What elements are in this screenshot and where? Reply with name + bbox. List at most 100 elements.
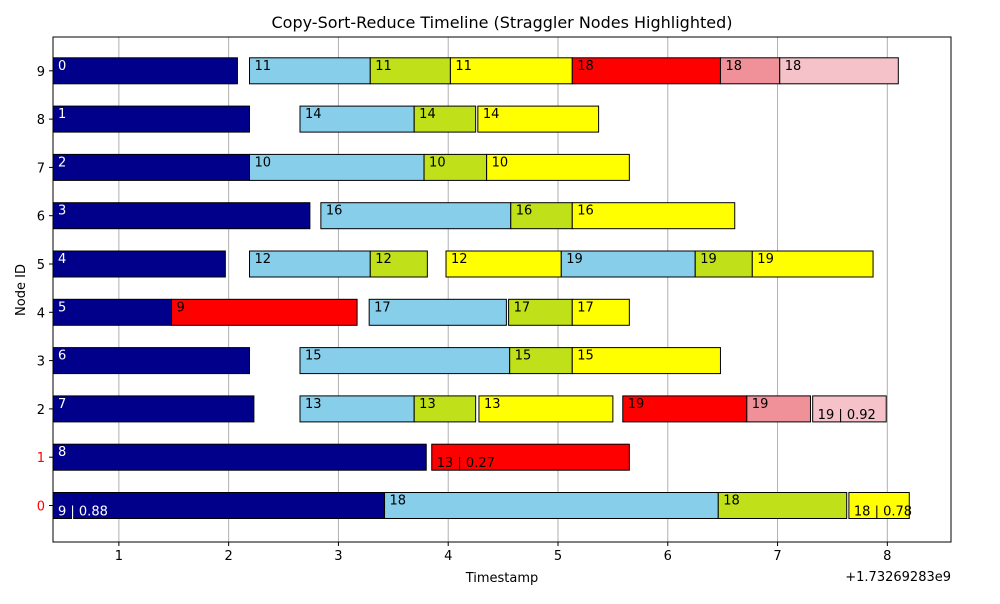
task-bar	[477, 105, 600, 133]
y-tick-label: 0	[37, 500, 45, 515]
task-label: 2	[58, 155, 66, 170]
task-bar	[413, 105, 477, 133]
task-bar	[320, 202, 512, 230]
task-bar	[486, 153, 630, 181]
task-label: 12	[255, 252, 272, 267]
task-label: 9	[177, 300, 185, 315]
task-bar	[509, 347, 573, 375]
task-bar	[299, 105, 415, 133]
task-bar	[478, 395, 614, 423]
y-tick-label: 4	[37, 306, 45, 321]
task-label: 19	[700, 252, 717, 267]
task-bar	[571, 202, 736, 230]
task-label: 16	[516, 204, 533, 219]
task-bar	[249, 250, 371, 278]
task-label: 6	[58, 349, 66, 364]
task-bar	[52, 202, 311, 230]
task-label: 16	[577, 204, 594, 219]
task-bar	[249, 57, 371, 85]
x-tick-label: 5	[554, 549, 562, 564]
task-bar	[52, 105, 251, 133]
y-tick-label: 7	[37, 161, 45, 176]
task-bar	[848, 492, 910, 519]
task-label: 7	[58, 397, 66, 412]
task-bar	[560, 250, 696, 278]
task-label: 13	[484, 397, 501, 412]
y-tick-label: 9	[37, 65, 45, 80]
task-bar	[423, 153, 488, 181]
y-axis-label: Node ID	[14, 264, 29, 316]
task-bar	[52, 395, 255, 423]
task-label: 17	[514, 300, 531, 315]
y-tick-label: 5	[37, 258, 45, 273]
task-bar	[571, 298, 630, 326]
plot-frame	[52, 36, 952, 543]
task-bar	[52, 57, 238, 85]
x-tick-label: 8	[883, 549, 891, 564]
y-tick-label: 3	[37, 355, 45, 370]
task-bar	[52, 443, 427, 471]
task-bar	[52, 492, 386, 519]
task-label: 18	[723, 494, 740, 509]
task-label: 3	[58, 204, 66, 219]
x-axis-ticks: 1 2 3 4 5 6 7 8	[115, 542, 891, 564]
task-label: 18 | 0.78	[854, 505, 912, 520]
x-tick-label: 2	[225, 549, 233, 564]
y-tick-label: 2	[37, 403, 45, 418]
task-label: 19	[566, 252, 583, 267]
task-label: 14	[483, 107, 500, 122]
task-bar	[571, 57, 721, 85]
task-label: 13	[419, 397, 436, 412]
task-label: 5	[58, 300, 66, 315]
y-tick-label: 8	[37, 113, 45, 128]
task-label: 14	[419, 107, 436, 122]
task-label: 17	[374, 300, 391, 315]
task-label: 12	[375, 252, 392, 267]
task-label: 10	[492, 155, 509, 170]
y-axis-ticks: 0 1 2 3 4 5 6 7 8 9	[37, 65, 53, 515]
task-label: 11	[255, 59, 272, 74]
x-tick-label: 7	[773, 549, 781, 564]
task-label: 15	[577, 349, 594, 364]
task-label: 13	[305, 397, 322, 412]
x-tick-label: 3	[334, 549, 342, 564]
task-label: 17	[577, 300, 594, 315]
task-bar	[779, 57, 899, 85]
x-tick-label: 6	[664, 549, 672, 564]
task-label: 9 | 0.88	[58, 505, 108, 520]
task-bar	[52, 153, 251, 181]
task-label: 18	[390, 494, 407, 509]
task-label: 18	[577, 59, 594, 74]
task-bar	[510, 202, 573, 230]
task-label: 15	[515, 349, 532, 364]
task-bar	[249, 153, 425, 181]
task-bar	[431, 443, 630, 471]
task-bar	[384, 492, 719, 519]
y-tick-label: 1	[37, 451, 45, 466]
task-bar	[299, 347, 511, 375]
chart-title: Copy-Sort-Reduce Timeline (Straggler Nod…	[271, 13, 732, 32]
task-bar	[369, 57, 451, 85]
task-bar	[445, 250, 562, 278]
task-bar	[52, 298, 173, 326]
task-bar	[812, 395, 887, 423]
task-label: 18	[785, 59, 802, 74]
task-bar	[717, 492, 848, 519]
task-label: 1	[58, 107, 66, 122]
task-bar	[746, 395, 811, 423]
task-label: 13 | 0.27	[437, 456, 495, 471]
task-bar	[52, 250, 226, 278]
x-axis-offset-label: +1.73269283e9	[845, 570, 951, 585]
task-bar	[52, 347, 251, 375]
task-label: 8	[58, 445, 66, 460]
task-bar	[622, 395, 748, 423]
task-label: 4	[58, 252, 66, 267]
x-tick-label: 1	[115, 549, 123, 564]
y-tick-label: 6	[37, 210, 45, 225]
task-label: 15	[305, 349, 322, 364]
task-label: 19 | 0.92	[818, 408, 876, 423]
task-bar	[368, 298, 507, 326]
task-label: 0	[58, 59, 66, 74]
